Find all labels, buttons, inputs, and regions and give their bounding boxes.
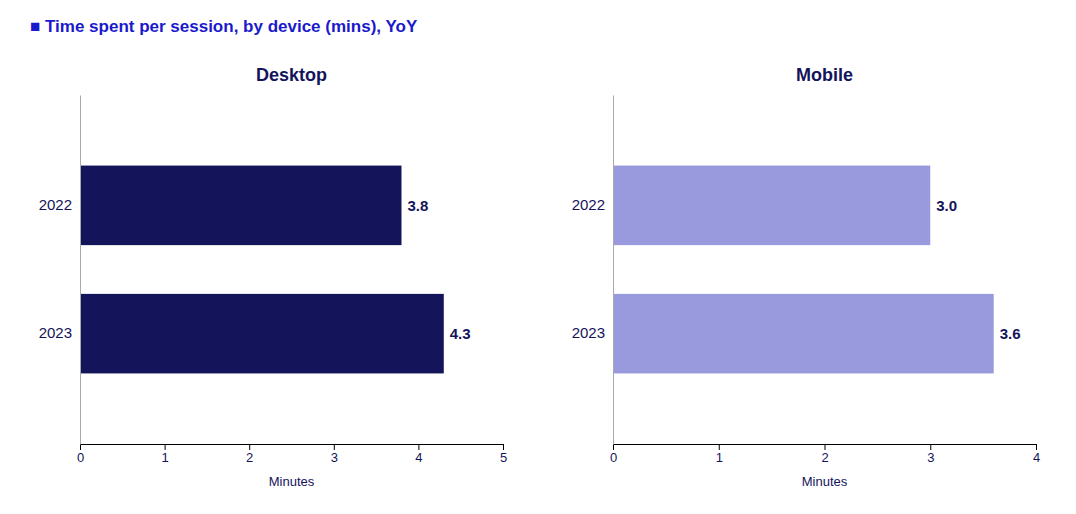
x-tick-mark [80, 444, 81, 450]
x-tick-label: 0 [77, 450, 84, 465]
x-tick-mark [165, 444, 166, 450]
x-tick: 0 [610, 444, 617, 465]
bar [80, 294, 444, 374]
panel-title: Desktop [256, 65, 327, 85]
data-label: 4.3 [450, 325, 471, 342]
x-tick-label: 4 [415, 450, 422, 465]
x-tick: 1 [716, 444, 723, 465]
x-tick-mark [719, 444, 720, 450]
x-tick: 5 [500, 444, 507, 465]
bars [80, 166, 444, 374]
x-axis-title: Minutes [269, 474, 315, 489]
x-axis-title: Minutes [802, 474, 848, 489]
x-axis: 0 1 2 3 4 [610, 444, 1040, 465]
bar [80, 166, 401, 246]
x-tick: 2 [821, 444, 828, 465]
bars [613, 166, 994, 374]
y-axis-line [80, 96, 81, 445]
x-tick-label: 0 [610, 450, 617, 465]
y-axis: 2022 2023 [572, 96, 614, 445]
data-label: 3.0 [936, 197, 957, 214]
x-tick-label: 3 [927, 450, 934, 465]
x-axis: 0 1 2 3 4 5 [77, 444, 507, 465]
y-tick: 2023 [572, 324, 605, 341]
x-tick: 4 [415, 444, 422, 465]
x-tick-mark [930, 444, 931, 450]
figure-title: ■ Time spent per session, by device (min… [30, 17, 418, 36]
x-tick-label: 2 [246, 450, 253, 465]
y-axis: 2022 2023 [39, 96, 81, 445]
chart-container: ■ Time spent per session, by device (min… [0, 0, 1076, 514]
x-tick-label: 1 [716, 450, 723, 465]
y-tick-label: 2022 [39, 196, 72, 213]
y-tick: 2022 [39, 196, 72, 213]
data-labels: 3.8 4.3 [407, 197, 470, 342]
x-tick-mark [613, 444, 614, 450]
panel: Mobile 3.0 3.6 0 1 2 3 4 Minutes 2022 2023 [572, 65, 1040, 489]
bar [613, 166, 930, 246]
x-tick: 3 [927, 444, 934, 465]
x-tick-label: 4 [1033, 450, 1040, 465]
x-tick-label: 3 [331, 450, 338, 465]
x-tick-mark [503, 444, 504, 450]
x-tick-label: 1 [161, 450, 168, 465]
x-axis-line [81, 445, 504, 451]
y-tick-label: 2023 [39, 324, 72, 341]
y-axis-line [613, 96, 614, 445]
x-tick-label: 5 [500, 450, 507, 465]
y-tick-label: 2023 [572, 324, 605, 341]
x-tick: 4 [1033, 444, 1040, 465]
y-tick: 2023 [39, 324, 72, 341]
y-tick-label: 2022 [572, 196, 605, 213]
x-tick: 2 [246, 444, 253, 465]
x-tick-mark [1036, 444, 1037, 450]
chart-svg: ■ Time spent per session, by device (min… [0, 0, 1076, 514]
data-labels: 3.0 3.6 [936, 197, 1020, 342]
x-tick-label: 2 [821, 450, 828, 465]
bar [613, 294, 994, 374]
x-tick: 0 [77, 444, 84, 465]
x-tick-mark [249, 444, 250, 450]
x-tick: 3 [331, 444, 338, 465]
y-tick: 2022 [572, 196, 605, 213]
x-tick-mark [825, 444, 826, 450]
data-label: 3.6 [1000, 325, 1021, 342]
x-axis-line [614, 445, 1037, 451]
x-tick: 1 [161, 444, 168, 465]
data-label: 3.8 [407, 197, 428, 214]
x-tick-mark [418, 444, 419, 450]
x-tick-mark [334, 444, 335, 450]
panel: Desktop 3.8 4.3 0 1 2 3 4 5 Minutes 2022 2023 [39, 65, 507, 489]
panel-title: Mobile [796, 65, 853, 85]
